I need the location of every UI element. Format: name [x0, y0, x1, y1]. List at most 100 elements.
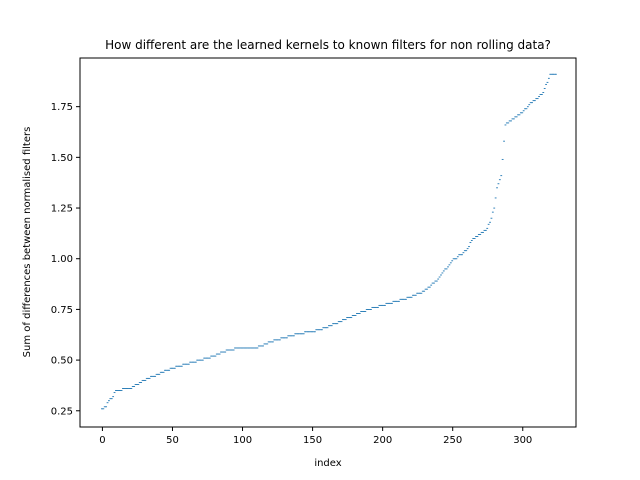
data-point: [449, 262, 452, 264]
data-point: [271, 341, 274, 343]
data-point: [417, 292, 420, 294]
data-point: [325, 327, 327, 329]
data-points: [101, 73, 557, 410]
data-point: [346, 317, 349, 319]
data-point: [318, 329, 320, 331]
data-point: [273, 339, 276, 341]
data-point: [494, 197, 497, 199]
x-tick-label: 200: [373, 435, 392, 446]
data-point: [392, 300, 395, 302]
data-point: [455, 258, 458, 260]
data-point: [421, 290, 424, 292]
data-point: [469, 242, 472, 243]
data-point: [423, 290, 426, 292]
y-tick-label: 1.25: [51, 204, 73, 215]
data-point: [424, 288, 427, 290]
data-point: [199, 359, 201, 361]
data-point: [445, 268, 448, 270]
data-point: [201, 359, 204, 361]
data-point: [374, 306, 377, 308]
data-point: [145, 377, 148, 379]
data-point: [276, 339, 278, 341]
data-point: [349, 317, 351, 319]
data-point: [363, 311, 365, 312]
data-point: [350, 317, 353, 319]
data-point: [232, 349, 235, 351]
data-point: [138, 381, 141, 383]
x-tick-label: 150: [303, 435, 322, 446]
data-point: [173, 367, 176, 369]
data-point: [440, 274, 442, 276]
data-point: [340, 321, 343, 323]
data-point: [367, 309, 370, 310]
data-point: [306, 331, 309, 333]
data-point: [255, 347, 257, 349]
data-point: [554, 73, 557, 75]
data-point: [141, 379, 144, 381]
data-point: [259, 345, 262, 347]
data-point: [532, 100, 535, 102]
data-point: [250, 347, 253, 349]
data-point: [134, 384, 137, 385]
data-point: [215, 353, 218, 355]
data-point: [540, 94, 543, 95]
data-point: [533, 100, 536, 102]
data-point: [381, 304, 384, 306]
data-point: [221, 351, 224, 353]
data-point: [297, 333, 299, 335]
y-tick-label: 0.75: [51, 305, 73, 316]
data-point: [242, 347, 245, 349]
data-point: [316, 329, 319, 331]
data-point: [143, 379, 145, 381]
data-point: [351, 315, 354, 316]
data-point: [525, 108, 528, 110]
data-point: [389, 302, 392, 304]
data-point: [292, 335, 295, 337]
data-point: [496, 187, 498, 189]
data-point: [172, 367, 175, 369]
data-point: [246, 347, 249, 349]
data-point: [281, 337, 284, 339]
data-point: [479, 233, 482, 235]
data-point: [437, 278, 440, 280]
data-point: [515, 116, 518, 118]
data-point: [263, 343, 266, 345]
data-point: [113, 392, 116, 394]
data-point: [290, 335, 292, 337]
data-point: [497, 183, 500, 185]
data-point: [342, 319, 344, 321]
data-point: [462, 252, 465, 254]
data-point: [365, 309, 368, 310]
data-point: [452, 258, 455, 260]
data-point: [441, 272, 444, 274]
data-point: [552, 73, 554, 75]
data-point: [361, 311, 364, 312]
data-point: [536, 98, 539, 100]
data-point: [504, 124, 507, 126]
data-point: [213, 355, 215, 357]
data-point: [299, 333, 302, 335]
data-point: [291, 335, 294, 337]
y-tick-label: 1.00: [51, 254, 73, 265]
data-point: [438, 276, 441, 278]
data-point: [431, 282, 434, 284]
data-point: [235, 347, 238, 349]
data-point: [192, 361, 194, 363]
data-point: [448, 264, 451, 266]
data-point: [294, 333, 297, 335]
data-point: [526, 106, 529, 108]
data-point: [328, 325, 330, 327]
data-point: [384, 304, 386, 306]
data-point: [377, 306, 379, 308]
data-point: [416, 292, 419, 294]
data-point: [140, 381, 143, 383]
data-point: [203, 357, 206, 359]
data-point: [165, 369, 168, 371]
data-point: [461, 254, 463, 256]
data-point: [147, 377, 150, 379]
data-point: [531, 102, 533, 104]
data-point: [196, 359, 199, 361]
data-point: [267, 341, 270, 343]
data-point: [222, 351, 225, 353]
data-point: [542, 92, 545, 93]
